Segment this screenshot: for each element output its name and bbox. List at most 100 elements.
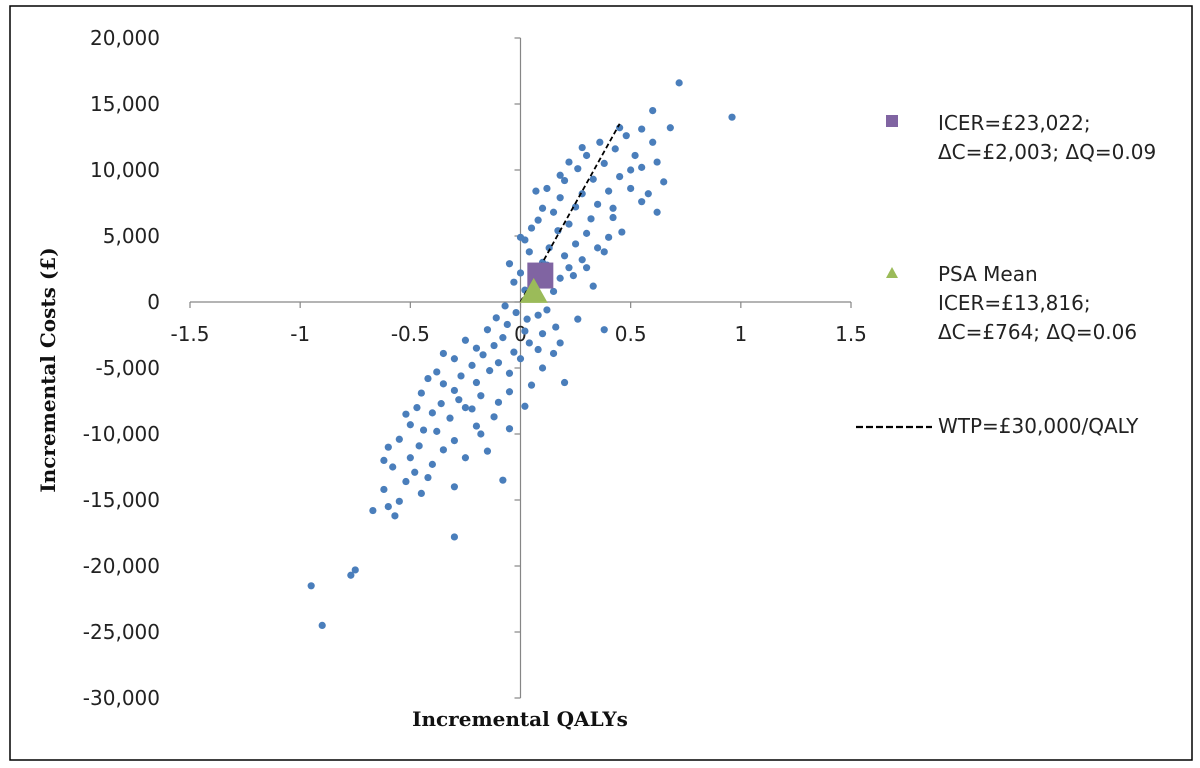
axes: -1.5 -1 -0.5 0 0.5 1 1.5 20,000 15,000 10,000 5,00… bbox=[83, 26, 867, 710]
scatter-point bbox=[583, 264, 591, 272]
scatter-point bbox=[486, 367, 494, 375]
chart-border bbox=[9, 5, 1193, 761]
scatter-point bbox=[437, 400, 445, 408]
scatter-point bbox=[369, 506, 377, 515]
y-tick-label: 20,000 bbox=[90, 26, 160, 50]
scatter-point bbox=[569, 272, 577, 280]
scatter-point bbox=[525, 248, 533, 256]
scatter-point bbox=[605, 233, 613, 241]
scatter-point bbox=[571, 203, 580, 211]
scatter-point bbox=[574, 165, 582, 173]
scatter-point bbox=[461, 404, 470, 412]
scatter-point bbox=[534, 311, 542, 319]
scatter-point bbox=[505, 425, 514, 433]
scatter-point bbox=[510, 348, 518, 356]
x-axis-title: Incremental QALYs bbox=[412, 707, 628, 731]
scatter-point bbox=[527, 224, 536, 232]
scatter-point bbox=[521, 402, 529, 410]
scatter-point bbox=[433, 368, 441, 376]
scatter-point bbox=[477, 392, 485, 400]
scatter-point bbox=[622, 132, 630, 140]
scatter-point bbox=[600, 248, 608, 256]
legend-psa-mean-text: PSA Mean bbox=[938, 262, 1038, 286]
y-tick-label: -5,000 bbox=[96, 356, 160, 380]
scatter-point bbox=[631, 151, 639, 160]
scatter-point bbox=[428, 409, 436, 417]
scatter-point bbox=[503, 320, 511, 329]
scatter-point bbox=[455, 396, 463, 404]
x-tick-label: 1.5 bbox=[835, 322, 867, 346]
scatter-point bbox=[543, 306, 551, 314]
psa-mean-marker bbox=[519, 277, 548, 303]
scatter-point bbox=[516, 355, 525, 363]
scatter-point bbox=[472, 378, 481, 387]
scatter-point bbox=[543, 184, 551, 193]
scatter-point bbox=[638, 125, 646, 133]
scatter-point bbox=[439, 446, 447, 454]
scatter-point bbox=[419, 426, 428, 434]
legend-wtp-text: WTP=£30,000/QALY bbox=[938, 414, 1139, 438]
markers bbox=[519, 123, 621, 303]
scatter-point bbox=[565, 158, 573, 166]
scatter-point bbox=[406, 421, 414, 429]
scatter-point bbox=[318, 621, 326, 630]
y-tick-label: 15,000 bbox=[90, 92, 160, 116]
scatter-point bbox=[554, 227, 562, 235]
scatter-point bbox=[347, 571, 355, 579]
scatter-point bbox=[565, 264, 573, 272]
scatter-point bbox=[565, 220, 573, 228]
scatter-point bbox=[560, 176, 569, 185]
scatter-point bbox=[527, 381, 536, 389]
y-axis-title: Incremental Costs (£) bbox=[36, 247, 60, 492]
scatter-point bbox=[512, 308, 520, 317]
scatter-point bbox=[587, 215, 595, 223]
scatter-point bbox=[450, 437, 458, 445]
scatter-point bbox=[618, 228, 626, 236]
legend-base-case-text: ICER=£23,022; bbox=[938, 111, 1091, 135]
scatter-point bbox=[450, 533, 458, 541]
scatter-point bbox=[483, 326, 492, 334]
y-tick-label: -30,000 bbox=[83, 686, 160, 710]
x-tick-label: -1 bbox=[290, 322, 310, 346]
scatter-point bbox=[578, 256, 586, 264]
scatter-point bbox=[395, 435, 403, 443]
scatter-point bbox=[649, 107, 657, 115]
scatter-point bbox=[380, 456, 388, 464]
scatter-point bbox=[545, 244, 553, 252]
scatter-point bbox=[384, 443, 392, 451]
scatter-point bbox=[505, 369, 514, 377]
legend-psa-mean-triangle-icon bbox=[886, 267, 898, 278]
y-tick-label: 10,000 bbox=[90, 158, 160, 182]
x-tick-label: -1.5 bbox=[170, 322, 209, 346]
scatter-point bbox=[552, 323, 560, 331]
scatter-point bbox=[351, 566, 359, 574]
scatter-point bbox=[538, 330, 547, 338]
scatter-point bbox=[439, 349, 447, 358]
scatter-point bbox=[521, 327, 529, 335]
scatter-point bbox=[477, 430, 485, 438]
scatter-point bbox=[556, 339, 564, 347]
y-tick-label: -15,000 bbox=[83, 488, 160, 512]
scatter-point bbox=[450, 483, 458, 491]
scatter-point bbox=[417, 489, 425, 497]
scatter-point bbox=[538, 204, 547, 212]
scatter-point bbox=[605, 187, 613, 195]
scatter-point bbox=[490, 413, 498, 421]
scatter-point bbox=[549, 287, 558, 296]
scatter-point bbox=[549, 208, 558, 216]
scatter-point bbox=[653, 158, 661, 166]
scatter-point bbox=[490, 341, 498, 350]
scatter-point bbox=[380, 485, 388, 494]
scatter-point bbox=[406, 454, 414, 462]
y-tick-label: 5,000 bbox=[103, 224, 160, 248]
scatter-point bbox=[534, 345, 542, 354]
scatter-point bbox=[596, 138, 604, 146]
scatter-point bbox=[627, 166, 635, 174]
scatter-point bbox=[600, 159, 608, 167]
scatter-point bbox=[505, 388, 514, 396]
plot-area: -1.5 -1 -0.5 0 0.5 1 1.5 20,000 15,000 10,000 5,00… bbox=[83, 26, 867, 710]
legend-base-case-text: ΔC=£2,003; ΔQ=0.09 bbox=[938, 140, 1156, 164]
legend-base-case-square-icon bbox=[886, 115, 898, 127]
scatter-point bbox=[653, 208, 661, 216]
scatter-point bbox=[583, 229, 591, 237]
